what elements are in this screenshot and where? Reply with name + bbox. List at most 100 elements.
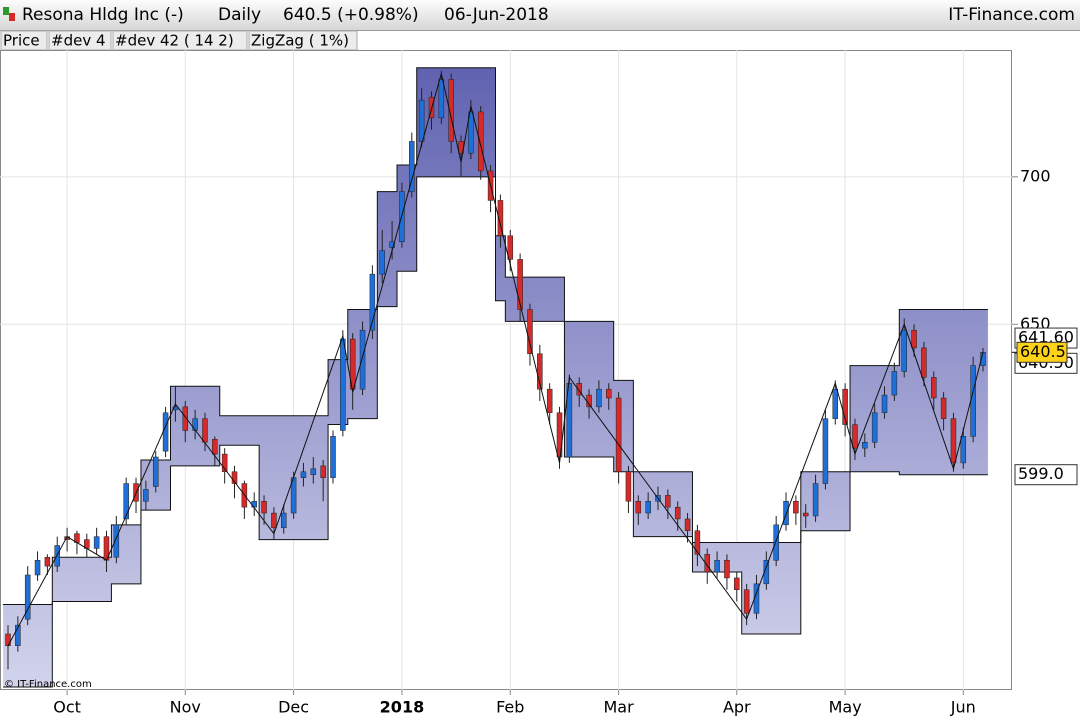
candle-body xyxy=(684,518,691,531)
candle-body xyxy=(182,406,189,431)
candle-body xyxy=(310,468,317,475)
candle-body xyxy=(793,500,799,514)
candle-body xyxy=(606,388,612,399)
candle-body xyxy=(221,453,228,473)
candle-body xyxy=(172,406,179,411)
candle-body xyxy=(546,388,553,414)
candle-body xyxy=(734,577,740,590)
candle-body xyxy=(576,383,582,396)
x-tick-label: Apr xyxy=(723,698,751,717)
period: Daily xyxy=(218,5,261,25)
candle-body xyxy=(143,489,149,502)
candle-body xyxy=(970,365,976,437)
candle-body xyxy=(911,329,917,349)
candle-body xyxy=(901,329,907,372)
candle-body xyxy=(743,589,750,614)
candle-body xyxy=(281,512,287,529)
x-tick-label: Mar xyxy=(604,698,635,717)
divider xyxy=(0,30,1080,31)
quote: 640.5 (+0.98%) xyxy=(283,5,419,25)
candle-body xyxy=(152,456,159,487)
zigzag-line xyxy=(7,73,984,646)
candle-body xyxy=(24,574,31,620)
copyright: © IT-Finance.com xyxy=(4,679,92,690)
candle-body xyxy=(477,111,484,172)
candle-body xyxy=(468,111,474,154)
candle-body xyxy=(438,79,445,119)
candle-body xyxy=(261,500,267,514)
candle-body xyxy=(832,388,839,419)
candle-body xyxy=(507,235,514,260)
legend-label: ZigZag ( 1%) xyxy=(251,32,349,50)
candle-body xyxy=(615,397,622,473)
candle-body xyxy=(822,418,829,484)
candle-body xyxy=(359,329,366,390)
candle-body xyxy=(418,99,425,142)
candle-body xyxy=(674,506,681,520)
candle-body xyxy=(665,495,671,508)
candle-body xyxy=(704,554,710,573)
candle-body xyxy=(714,559,720,573)
x-tick-label: Dec xyxy=(278,698,309,717)
candle-body xyxy=(113,524,120,558)
candle-body xyxy=(596,388,602,408)
candle-body xyxy=(517,259,523,310)
x-tick-label: Jun xyxy=(950,698,976,717)
header-bar xyxy=(0,0,1080,30)
candle-body xyxy=(231,471,238,484)
candle-body xyxy=(940,397,947,419)
candle-body xyxy=(349,338,356,390)
axes: Oct Nov Dec 2018 Feb Mar Apr May Jun650700641.60… xyxy=(53,166,1078,717)
site: IT-Finance.com xyxy=(948,5,1075,25)
plot-frame xyxy=(0,50,1012,690)
candle-body xyxy=(15,624,21,647)
candle-body xyxy=(202,418,208,443)
candle-body xyxy=(34,559,41,576)
last-price-label: 640.5 xyxy=(1020,342,1066,361)
candle-body xyxy=(645,500,651,514)
candle-body xyxy=(931,377,937,399)
x-tick-label: Oct xyxy=(53,698,81,717)
icon xyxy=(3,7,9,15)
candle-body xyxy=(271,512,277,529)
candle-body xyxy=(340,338,346,431)
candle-body xyxy=(556,412,563,458)
y-tick-label: 700 xyxy=(1020,166,1051,185)
candle-body xyxy=(369,273,376,331)
candle-body xyxy=(852,424,858,449)
candle-body xyxy=(409,141,415,192)
x-tick-label: Nov xyxy=(170,698,201,717)
candle-body xyxy=(212,439,218,455)
candle-body xyxy=(625,471,632,502)
candle-body xyxy=(123,483,129,520)
candle-body xyxy=(379,250,385,275)
candle-body xyxy=(586,394,592,408)
candle-body xyxy=(5,633,11,647)
candle-body xyxy=(862,442,868,449)
candle-body xyxy=(891,371,898,396)
candle-body xyxy=(635,500,642,514)
candle-body xyxy=(960,436,967,464)
candle-body xyxy=(300,471,307,478)
candle-body xyxy=(448,79,454,142)
candle-body xyxy=(389,241,395,248)
date: 06-Jun-2018 xyxy=(444,5,549,25)
candle-body xyxy=(251,500,257,508)
candle-body xyxy=(802,512,809,517)
candle-body xyxy=(694,530,701,555)
candle-body xyxy=(566,383,573,458)
candle-body xyxy=(320,465,326,478)
candle-body xyxy=(881,394,888,414)
icon xyxy=(9,13,15,21)
legend-label: #dev 42 ( 14 2) xyxy=(115,32,234,50)
x-tick-label: 2018 xyxy=(380,698,425,717)
legend-label: Price xyxy=(3,32,40,50)
last-price-box xyxy=(1016,341,1068,363)
legend-label: #dev 4 xyxy=(51,32,106,50)
x-tick-label: May xyxy=(829,698,862,717)
band-upper xyxy=(3,67,988,605)
value-label: 599.0 xyxy=(1018,464,1064,483)
candle-body xyxy=(497,200,504,237)
candle-body xyxy=(724,559,730,579)
